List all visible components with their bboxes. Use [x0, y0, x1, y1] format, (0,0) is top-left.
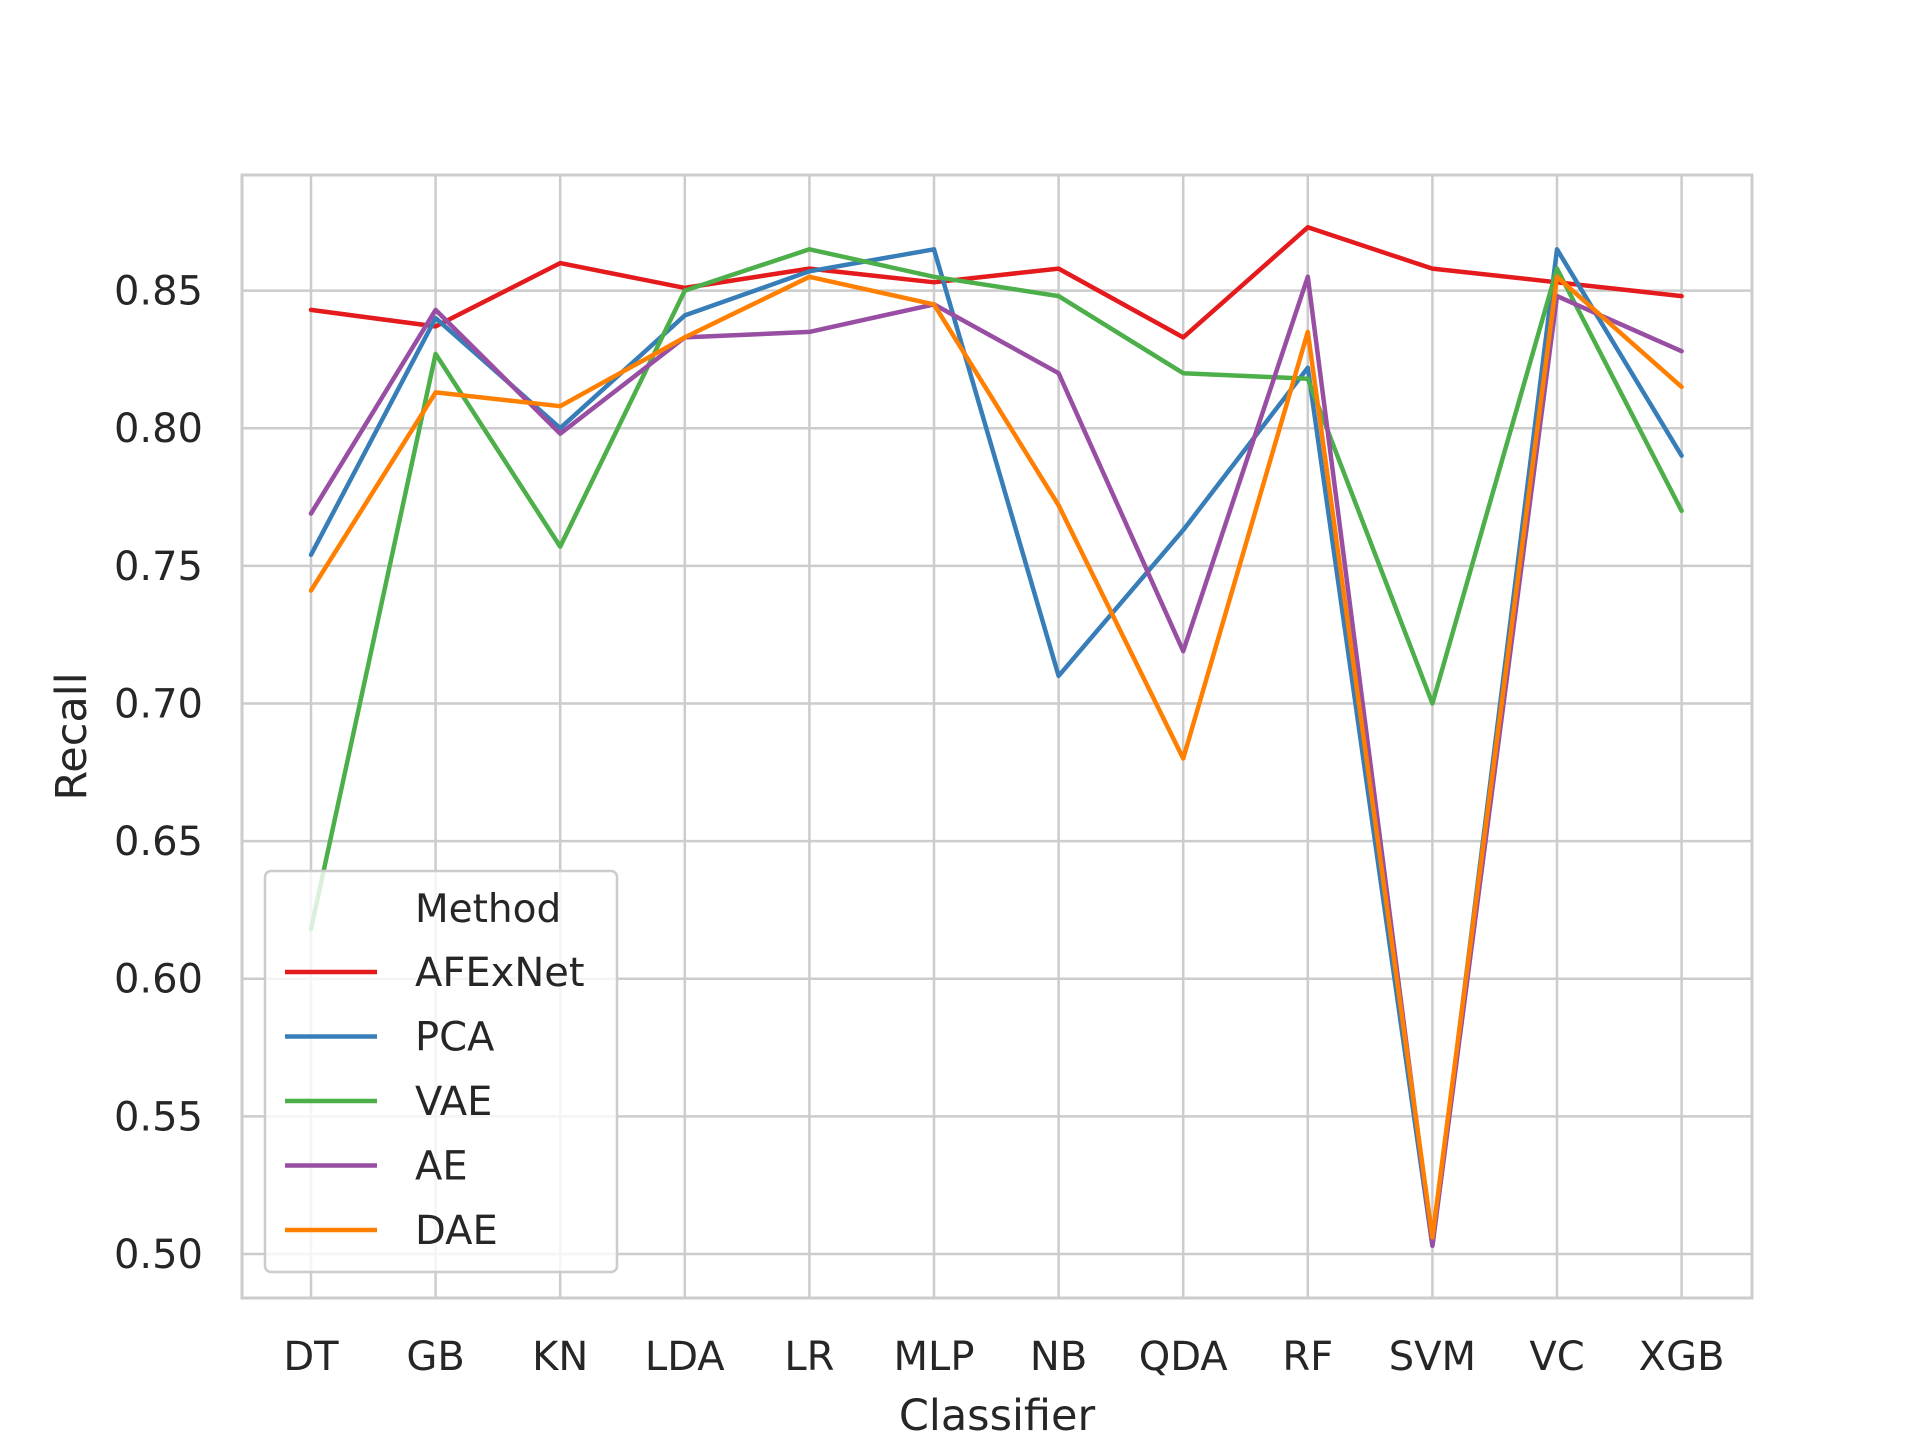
- legend-label-afexnet: AFExNet: [415, 950, 585, 996]
- x-tick-label: MLP: [894, 1334, 975, 1380]
- legend-title: Method: [415, 887, 561, 932]
- y-tick-label: 0.50: [114, 1232, 203, 1278]
- legend: Method AFExNet PCA VAE AE DAE: [263, 869, 619, 1274]
- series-line-dae: [308, 274, 1684, 1240]
- x-tick-labels: DT GB KN LDA LR MLP NB QDA RF SVM VC XGB: [283, 1334, 1724, 1380]
- series-line-vae: [308, 247, 1684, 932]
- legend-label-ae: AE: [415, 1144, 468, 1190]
- y-tick-label: 0.65: [114, 819, 203, 865]
- x-tick-label: NB: [1030, 1334, 1087, 1380]
- x-tick-label: VC: [1529, 1334, 1584, 1380]
- plot-frame: [240, 173, 1754, 1300]
- y-tick-labels: 0.50 0.55 0.60 0.65 0.70 0.75 0.80 0.85: [114, 269, 203, 1278]
- x-tick-label: XGB: [1639, 1334, 1725, 1380]
- series-lines: [308, 225, 1684, 1248]
- y-tick-label: 0.55: [114, 1094, 203, 1140]
- x-tick-label: KN: [532, 1334, 588, 1380]
- x-tick-label: LDA: [645, 1334, 725, 1380]
- y-tick-label: 0.60: [114, 957, 203, 1003]
- y-tick-label: 0.80: [114, 406, 203, 452]
- series-line-afexnet: [308, 225, 1684, 340]
- y-axis-label: Recall: [47, 672, 97, 800]
- x-tick-label: QDA: [1139, 1334, 1229, 1380]
- y-tick-label: 0.75: [114, 544, 203, 590]
- legend-label-pca: PCA: [415, 1015, 495, 1061]
- x-tick-label: SVM: [1389, 1334, 1476, 1380]
- y-tick-label: 0.85: [114, 269, 203, 315]
- legend-label-dae: DAE: [415, 1208, 498, 1254]
- x-tick-label: RF: [1282, 1334, 1333, 1380]
- y-tick-label: 0.70: [114, 681, 203, 727]
- x-tick-label: DT: [283, 1334, 339, 1380]
- x-tick-label: LR: [784, 1334, 834, 1380]
- legend-label-vae: VAE: [415, 1079, 492, 1125]
- x-tick-label: GB: [406, 1334, 464, 1380]
- grid: [242, 175, 1752, 1298]
- x-axis-label: Classifier: [899, 1391, 1096, 1440]
